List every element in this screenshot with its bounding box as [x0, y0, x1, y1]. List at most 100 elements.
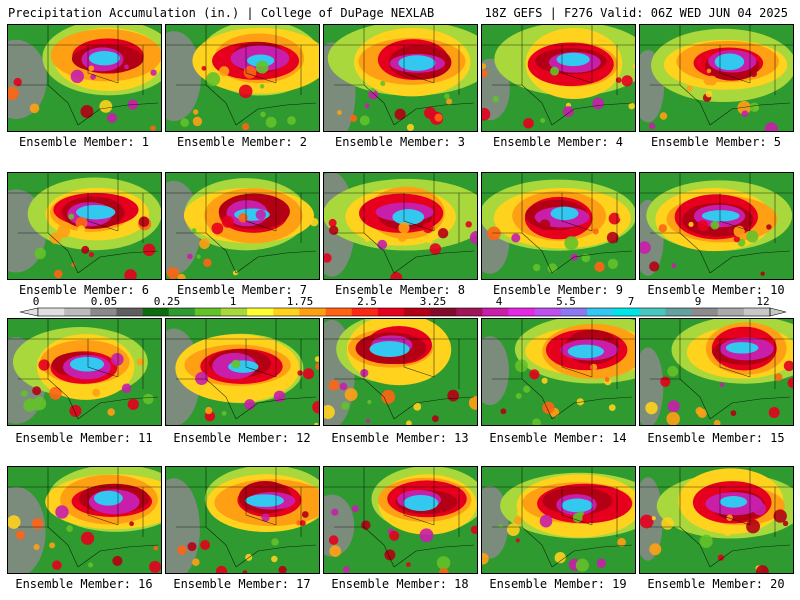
colorbar-max-arrow	[769, 307, 787, 317]
precip-map-4	[482, 25, 635, 131]
colorbar-segment	[639, 308, 666, 316]
colorbar-segment	[168, 308, 196, 316]
ensemble-panel-19	[481, 466, 636, 574]
precip-map-16	[8, 467, 161, 573]
colorbar-tick-label: 12	[756, 295, 770, 308]
colorbar-segment	[142, 308, 170, 316]
precip-map-14	[482, 319, 635, 425]
colorbar-min-arrow	[19, 307, 39, 317]
colorbar-tick-label: 3.25	[419, 295, 447, 308]
precip-map-18	[324, 467, 477, 573]
colorbar-segment	[116, 308, 143, 316]
precip-map-20	[640, 467, 793, 573]
colorbar-segment	[221, 308, 248, 316]
ensemble-panel-7	[165, 172, 320, 280]
colorbar-tick-label: 1	[229, 295, 237, 308]
ensemble-member-label: Ensemble Member: 16	[15, 577, 153, 591]
colorbar-tick-label: 0.05	[90, 295, 118, 308]
precip-map-9	[482, 173, 635, 279]
ensemble-member-label: Ensemble Member: 1	[18, 135, 150, 149]
colorbar-segment	[665, 308, 692, 316]
ensemble-panel-2	[165, 24, 320, 132]
colorbar-segment	[508, 308, 536, 316]
colorbar-segment	[247, 308, 274, 316]
ensemble-member-label: Ensemble Member: 13	[331, 431, 469, 445]
colorbar-segment	[691, 308, 719, 316]
ensemble-member-label: Ensemble Member: 5	[650, 135, 782, 149]
colorbar-segment	[482, 308, 509, 316]
colorbar-tick-label: 7	[627, 295, 635, 308]
ensemble-member-label: Ensemble Member: 17	[173, 577, 311, 591]
ensemble-panel-6	[7, 172, 162, 280]
ensemble-panel-5	[639, 24, 794, 132]
colorbar-segment	[613, 308, 640, 316]
ensemble-panel-9	[481, 172, 636, 280]
ensemble-panel-20	[639, 466, 794, 574]
ensemble-panel-15	[639, 318, 794, 426]
ensemble-member-label: Ensemble Member: 2	[176, 135, 308, 149]
ensemble-member-label: Ensemble Member: 12	[173, 431, 311, 445]
colorbar-segment	[64, 308, 91, 316]
colorbar-segment	[38, 308, 65, 316]
colorbar-tick-label: 2.5	[357, 295, 377, 308]
ensemble-member-label: Ensemble Member: 14	[489, 431, 627, 445]
colorbar-segment	[534, 308, 562, 316]
precip-map-5	[640, 25, 793, 131]
precip-map-2	[166, 25, 319, 131]
ensemble-panel-18	[323, 466, 478, 574]
colorbar-tick-label: 0	[32, 295, 40, 308]
ensemble-panel-16	[7, 466, 162, 574]
ensemble-member-label: Ensemble Member: 19	[489, 577, 627, 591]
ensemble-panel-8	[323, 172, 478, 280]
colorbar-segment	[351, 308, 379, 316]
ensemble-member-label: Ensemble Member: 8	[334, 283, 466, 297]
precip-map-15	[640, 319, 793, 425]
ensemble-panel-4	[481, 24, 636, 132]
precip-map-13	[324, 319, 477, 425]
colorbar-segment	[404, 308, 431, 316]
precip-map-6	[8, 173, 161, 279]
ensemble-panel-1	[7, 24, 162, 132]
colorbar-segment	[587, 308, 614, 316]
colorbar-tick-label: 4	[495, 295, 503, 308]
colorbar-segment	[377, 308, 405, 316]
colorbar-segment	[430, 308, 457, 316]
colorbar-segment	[90, 308, 117, 316]
ensemble-panel-11	[7, 318, 162, 426]
precip-map-10	[640, 173, 793, 279]
precip-map-8	[324, 173, 477, 279]
ensemble-member-label: Ensemble Member: 3	[334, 135, 466, 149]
colorbar-segment	[717, 308, 745, 316]
ensemble-member-label: Ensemble Member: 10	[647, 283, 785, 297]
ensemble-panel-17	[165, 466, 320, 574]
ensemble-member-label: Ensemble Member: 4	[492, 135, 624, 149]
precip-map-3	[324, 25, 477, 131]
colorbar-segment	[456, 308, 483, 316]
header-valid-time: 18Z GEFS | F276 Valid: 06Z WED JUN 04 20…	[484, 6, 788, 20]
colorbar-tick-label: 9	[694, 295, 702, 308]
ensemble-member-label: Ensemble Member: 9	[492, 283, 624, 297]
colorbar-segment	[299, 308, 326, 316]
ensemble-member-label: Ensemble Member: 18	[331, 577, 469, 591]
colorbar-segment	[194, 308, 222, 316]
precip-map-17	[166, 467, 319, 573]
ensemble-member-label: Ensemble Member: 6	[18, 283, 150, 297]
colorbar-segment	[273, 308, 300, 316]
colorbar-tick-label: 0.25	[153, 295, 181, 308]
colorbar-segment	[325, 308, 353, 316]
header-title: Precipitation Accumulation (in.) | Colle…	[8, 6, 435, 20]
ensemble-panel-13	[323, 318, 478, 426]
precip-map-12	[166, 319, 319, 425]
ensemble-member-label: Ensemble Member: 11	[15, 431, 153, 445]
colorbar-tick-label: 5.5	[556, 295, 576, 308]
ensemble-panel-12	[165, 318, 320, 426]
colorbar	[19, 307, 787, 317]
ensemble-panel-10	[639, 172, 794, 280]
ensemble-member-label: Ensemble Member: 20	[647, 577, 785, 591]
precip-map-7	[166, 173, 319, 279]
ensemble-panel-14	[481, 318, 636, 426]
colorbar-segment	[560, 308, 588, 316]
precip-map-11	[8, 319, 161, 425]
ensemble-member-label: Ensemble Member: 7	[176, 283, 308, 297]
ensemble-panel-3	[323, 24, 478, 132]
